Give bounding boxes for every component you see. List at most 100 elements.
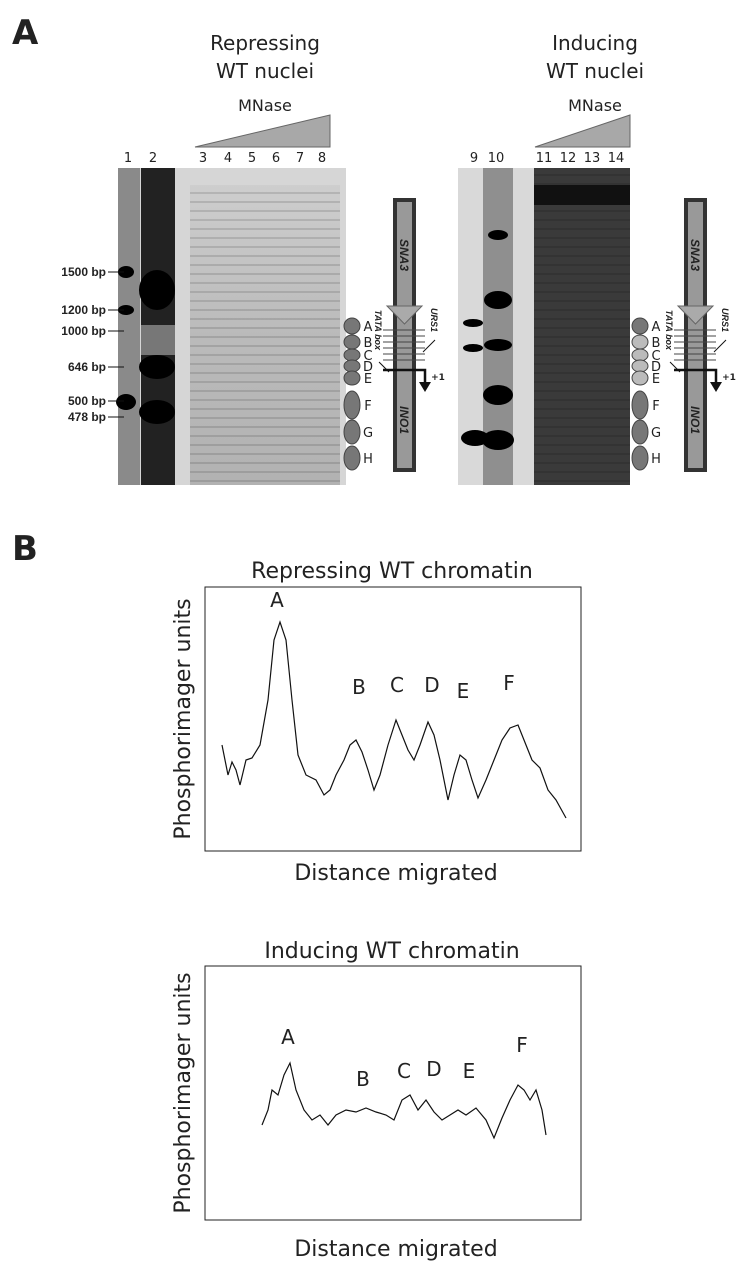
lane-number: 4 bbox=[224, 151, 232, 166]
nucleosome bbox=[631, 370, 649, 386]
urs-label: URS1 bbox=[720, 308, 730, 332]
tss-arrow bbox=[674, 368, 718, 385]
size-marker: 478 bp bbox=[68, 410, 106, 424]
panel-label: B bbox=[12, 529, 38, 569]
nucleosome-label: A bbox=[364, 320, 373, 335]
tss-label: +1 bbox=[722, 373, 736, 383]
nucleosome-label: D bbox=[363, 360, 373, 375]
urs-leader bbox=[422, 339, 436, 353]
panel-title: Repressing bbox=[210, 31, 320, 55]
urs-label: URS1 bbox=[429, 308, 439, 332]
lane-number: 10 bbox=[488, 151, 505, 166]
urs-marker bbox=[385, 305, 424, 325]
lane-number: 11 bbox=[536, 151, 553, 166]
gene-name: INO1 bbox=[688, 406, 702, 434]
peak-label: D bbox=[424, 673, 439, 697]
urs-marker bbox=[676, 305, 715, 325]
y-axis-label: Phosphorimager units bbox=[171, 598, 196, 839]
peak-label: F bbox=[503, 671, 515, 695]
nucleosome-label: G bbox=[363, 426, 373, 441]
y-axis-label: Phosphorimager units bbox=[171, 972, 196, 1213]
nucleosome-label: B bbox=[364, 336, 373, 351]
plot-title: Inducing WT chromatin bbox=[264, 939, 519, 964]
nucleosome bbox=[631, 334, 649, 350]
panel-label: A bbox=[12, 13, 39, 53]
nucleosome bbox=[631, 445, 649, 471]
nucleosome bbox=[343, 348, 361, 362]
tata-label: TATA box bbox=[664, 310, 674, 351]
nucleosome-label: A bbox=[652, 320, 661, 335]
mnase-wedge bbox=[194, 114, 331, 148]
tata-label: TATA box bbox=[373, 310, 383, 351]
size-marker: 500 bp bbox=[68, 394, 106, 408]
gene-name: SNA3 bbox=[397, 239, 411, 271]
nucleosome bbox=[631, 317, 649, 335]
urs-leader bbox=[713, 339, 727, 353]
profile-trace bbox=[221, 620, 567, 819]
nucleosome bbox=[343, 390, 361, 420]
lane-number: 3 bbox=[199, 151, 207, 166]
nucleosome bbox=[343, 370, 361, 386]
lane-number: 1 bbox=[124, 151, 132, 166]
nucleosome-label: H bbox=[363, 452, 373, 467]
nucleosome-label: F bbox=[364, 399, 371, 414]
lane-number: 2 bbox=[149, 151, 157, 166]
peak-label: B bbox=[356, 1067, 370, 1091]
mnase-label: MNase bbox=[568, 96, 622, 115]
nucleosome-label: G bbox=[651, 426, 661, 441]
peak-label: A bbox=[270, 588, 284, 612]
lane-number: 9 bbox=[470, 151, 478, 166]
nucleosome-label: H bbox=[651, 452, 661, 467]
panel-title: Inducing bbox=[552, 31, 638, 55]
lane-number: 5 bbox=[248, 151, 256, 166]
tss-label: +1 bbox=[431, 373, 445, 383]
peak-label: B bbox=[352, 675, 366, 699]
panel-title: WT nuclei bbox=[216, 59, 314, 83]
nucleosome-label: C bbox=[363, 349, 372, 364]
nucleosome bbox=[343, 419, 361, 445]
plot-frame bbox=[204, 586, 582, 852]
size-marker: 1000 bp bbox=[61, 324, 106, 338]
profile-trace bbox=[261, 1061, 547, 1140]
lane-number: 7 bbox=[296, 151, 304, 166]
nucleosome bbox=[631, 359, 649, 373]
tata-leader bbox=[378, 361, 390, 373]
lane-number: 13 bbox=[584, 151, 601, 166]
nucleosome-label: B bbox=[652, 336, 661, 351]
nucleosome-label: F bbox=[652, 399, 659, 414]
peak-label: E bbox=[463, 1059, 476, 1083]
nucleosome bbox=[631, 390, 649, 420]
lane-number: 12 bbox=[560, 151, 577, 166]
tss-head bbox=[419, 382, 431, 392]
gene-bar bbox=[393, 198, 416, 472]
size-marker: 1200 bp bbox=[61, 303, 106, 317]
nucleosome bbox=[343, 317, 361, 335]
mnase-wedge bbox=[534, 114, 631, 148]
tss-arrow bbox=[383, 368, 427, 385]
peak-label: A bbox=[281, 1025, 295, 1049]
nucleosome bbox=[631, 419, 649, 445]
nucleosome-label: E bbox=[652, 372, 660, 387]
peak-label: D bbox=[426, 1057, 441, 1081]
x-axis-label: Distance migrated bbox=[294, 1237, 497, 1262]
gene-name: SNA3 bbox=[688, 239, 702, 271]
gel-right bbox=[458, 168, 630, 485]
mnase-label: MNase bbox=[238, 96, 292, 115]
x-axis-label: Distance migrated bbox=[294, 861, 497, 886]
nucleosome bbox=[343, 334, 361, 350]
peak-label: C bbox=[397, 1059, 411, 1083]
nucleosome-label: D bbox=[651, 360, 661, 375]
tata-leader bbox=[669, 361, 681, 373]
nucleosome bbox=[343, 359, 361, 373]
panel-title: WT nuclei bbox=[546, 59, 644, 83]
size-marker: 1500 bp bbox=[61, 265, 106, 279]
gene-name: INO1 bbox=[397, 406, 411, 434]
nucleosome bbox=[631, 348, 649, 362]
gene-bar bbox=[684, 198, 707, 472]
gel-left bbox=[116, 168, 346, 485]
nucleosome-label: C bbox=[651, 349, 660, 364]
peak-label: E bbox=[457, 679, 470, 703]
tss-head bbox=[710, 382, 722, 392]
size-marker: 646 bp bbox=[68, 360, 106, 374]
